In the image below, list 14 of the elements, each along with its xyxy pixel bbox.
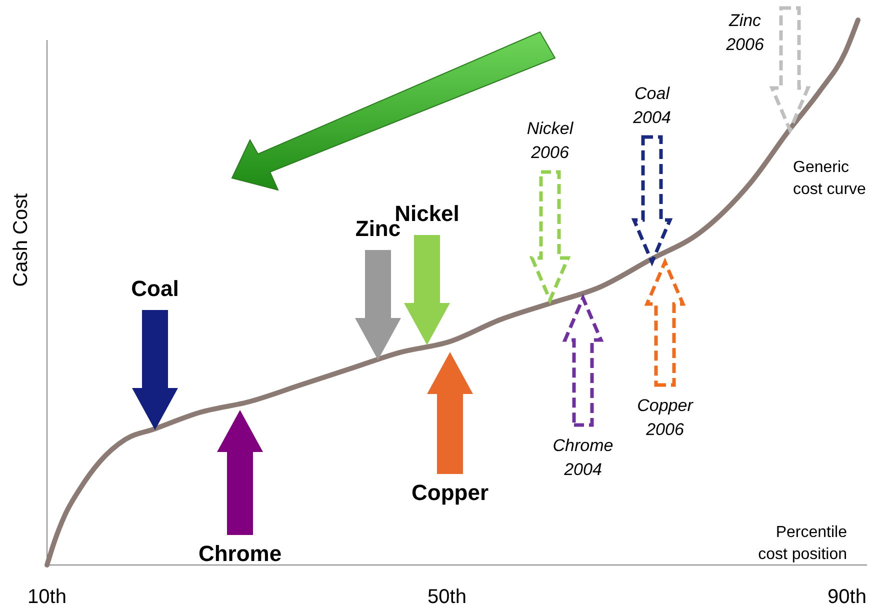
x-tick-label: 50th bbox=[428, 586, 466, 608]
annotation: Nickel 2006 bbox=[526, 119, 574, 162]
x-axis-title: Percentile cost position bbox=[758, 524, 848, 563]
annotation: Coal bbox=[131, 276, 179, 301]
annotation: Copper bbox=[412, 480, 489, 505]
y-axis-title: Cash Cost bbox=[10, 192, 32, 287]
annotation: Copper 2006 bbox=[637, 396, 694, 439]
annotation: Chrome 2004 bbox=[552, 436, 614, 479]
annotation: Zinc 2006 bbox=[725, 11, 764, 54]
annotation: Chrome bbox=[198, 541, 282, 566]
annotation: Coal 2004 bbox=[632, 84, 671, 127]
series-label: Generic cost curve bbox=[793, 159, 866, 198]
x-tick-label: 10th bbox=[28, 586, 66, 608]
x-tick-label: 90th bbox=[828, 586, 866, 608]
